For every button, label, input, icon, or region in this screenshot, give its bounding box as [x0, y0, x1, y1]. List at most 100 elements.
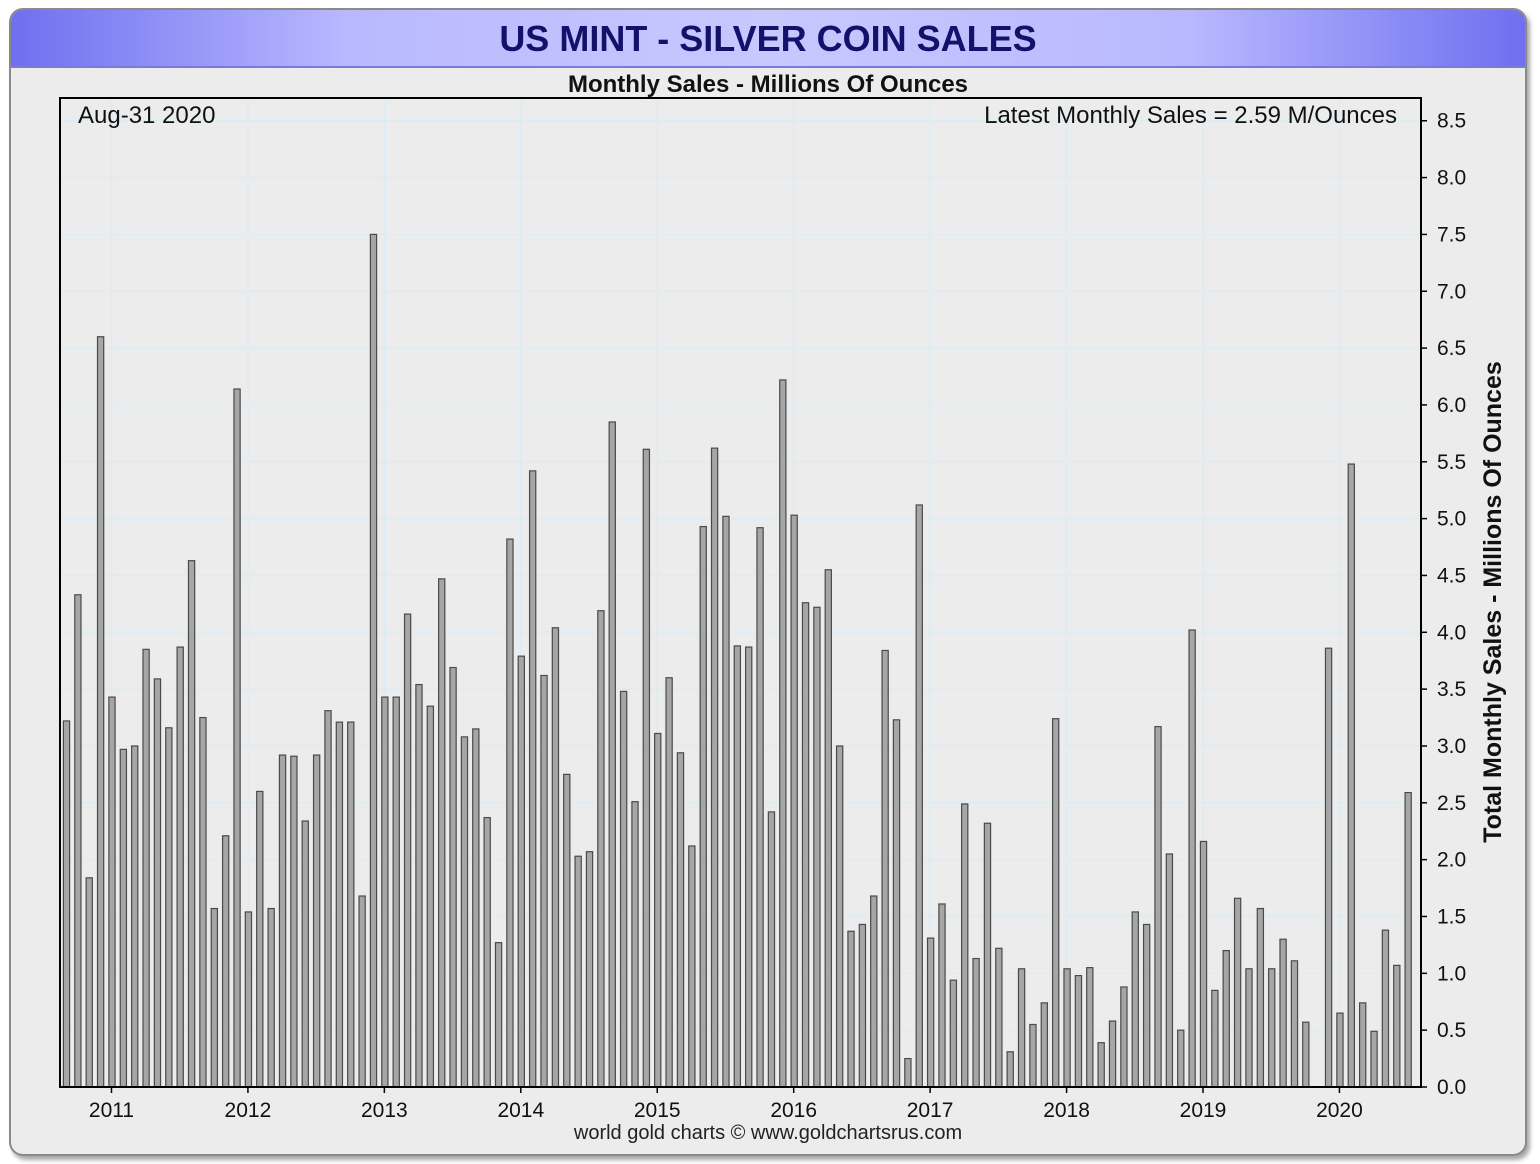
x-tick-label: 2019: [1180, 1099, 1227, 1122]
bar-chart: 0.0 0.5 1.0 1.5 2.0 2.5 3.0 3.5 4.0 4.5 5.0 5.5 6.0 6…: [59, 97, 1507, 1122]
bar: [1393, 964, 1401, 1088]
y-tick-label: 6.5: [1437, 337, 1466, 360]
bar: [961, 803, 969, 1088]
y-axis-label: Total Monthly Sales - Millions Of Ounces: [1479, 361, 1507, 843]
bar: [1154, 726, 1162, 1088]
bar: [801, 602, 810, 1088]
bar: [1370, 1030, 1378, 1088]
y-tick-label: 8.5: [1437, 110, 1466, 133]
bar: [835, 745, 844, 1088]
bar: [176, 646, 184, 1088]
y-tick-label: 3.5: [1437, 678, 1466, 701]
bar: [756, 527, 764, 1088]
bar: [722, 515, 730, 1088]
date-annotation: Aug-31 2020: [78, 102, 215, 129]
bar: [517, 655, 526, 1088]
x-tick-label: 2012: [225, 1099, 272, 1122]
bar: [119, 748, 128, 1088]
bar: [744, 646, 753, 1088]
bar: [165, 727, 173, 1088]
bar: [858, 923, 867, 1088]
bar: [199, 716, 207, 1088]
y-tick-label: 2.5: [1437, 792, 1466, 815]
bar: [403, 613, 412, 1088]
bar: [1142, 923, 1151, 1088]
y-tick-label: 5.5: [1437, 451, 1466, 474]
y-tick-label: 4.5: [1437, 564, 1466, 587]
chart-subtitle: Monthly Sales - Millions Of Ounces: [567, 71, 969, 98]
bar: [1336, 1012, 1344, 1088]
bar: [1245, 968, 1253, 1088]
bar: [96, 336, 105, 1088]
bar: [1279, 938, 1287, 1088]
bar: [74, 594, 82, 1088]
bar: [324, 710, 332, 1088]
bar: [1051, 718, 1060, 1088]
bar: [733, 645, 742, 1088]
bar: [813, 606, 821, 1088]
bar: [85, 877, 93, 1088]
bar: [108, 696, 116, 1088]
bar: [142, 648, 150, 1088]
bar: [460, 736, 469, 1088]
bar: [972, 957, 980, 1088]
bar: [1131, 911, 1139, 1088]
footer-credit: world gold charts © www.goldchartsrus.co…: [573, 1122, 963, 1144]
bar: [369, 233, 378, 1088]
chart-title: US MINT - SILVER COIN SALES: [499, 18, 1037, 59]
x-tick-label: 2018: [1043, 1099, 1090, 1122]
bar: [1302, 1021, 1310, 1088]
bar: [1233, 897, 1242, 1088]
bar: [358, 895, 366, 1088]
y-tick-label: 7.5: [1437, 223, 1466, 246]
bar: [335, 721, 344, 1088]
y-tick-label: 3.0: [1437, 735, 1466, 758]
y-tick-label: 1.0: [1437, 962, 1466, 985]
x-tick-label: 2015: [634, 1099, 681, 1122]
bar: [494, 942, 503, 1088]
bar: [483, 816, 491, 1088]
bar: [415, 683, 423, 1088]
bar: [642, 448, 651, 1088]
y-tick-label: 1.5: [1437, 905, 1466, 928]
bar: [585, 851, 594, 1088]
bar: [790, 514, 798, 1088]
bar: [312, 754, 321, 1088]
bar: [1074, 974, 1083, 1088]
bar: [1358, 1002, 1367, 1088]
bar: [574, 855, 582, 1088]
bar: [1222, 949, 1230, 1088]
bar: [1029, 1023, 1037, 1088]
bar: [1347, 463, 1356, 1088]
bar: [983, 822, 992, 1088]
bar: [278, 754, 287, 1088]
bar: [1290, 960, 1299, 1088]
bar: [699, 525, 707, 1088]
bar: [1324, 647, 1333, 1088]
bar: [267, 907, 275, 1088]
x-axis: 2011 2012 2013 2014 2015 2016 2017 2018 2019 2020: [89, 1087, 1363, 1122]
bar: [290, 755, 298, 1088]
bar: [392, 696, 400, 1088]
bar: [563, 773, 571, 1088]
bar: [449, 666, 457, 1088]
y-tick-label: 4.0: [1437, 621, 1466, 644]
bar: [221, 835, 230, 1088]
y-tick-label: 5.0: [1437, 508, 1466, 531]
bar: [1404, 791, 1412, 1088]
bar: [131, 745, 139, 1088]
bar: [528, 470, 537, 1088]
plot-area: [59, 97, 1422, 1088]
bar: [904, 1057, 912, 1088]
bar: [710, 447, 719, 1088]
chart-frame: US MINT - SILVER COIN SALES Monthly Sale…: [9, 8, 1527, 1156]
bar: [779, 379, 787, 1088]
bar: [1268, 968, 1276, 1088]
bar: [1040, 1002, 1049, 1088]
y-tick-label: 0.5: [1437, 1019, 1466, 1042]
y-tick-label: 8.0: [1437, 167, 1466, 190]
bar: [688, 845, 696, 1088]
bar: [926, 937, 935, 1088]
y-tick-label: 0.0: [1437, 1076, 1466, 1099]
bar: [1017, 968, 1026, 1088]
